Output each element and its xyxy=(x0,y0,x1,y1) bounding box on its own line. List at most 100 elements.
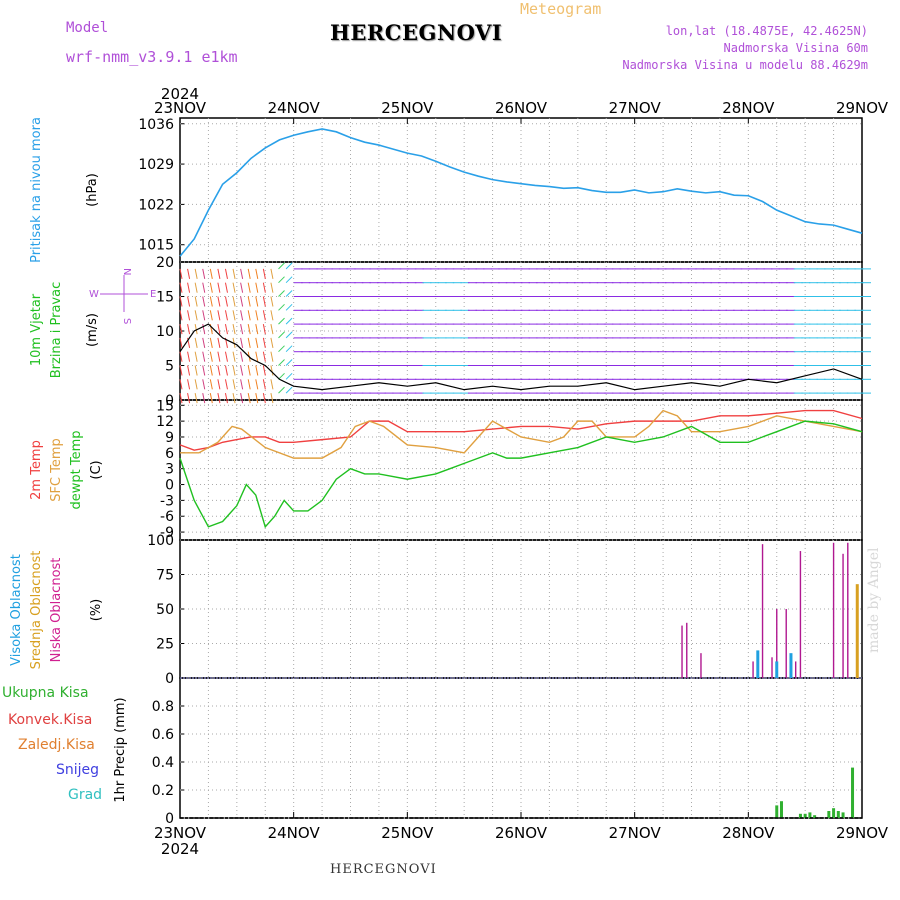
cloud-bar xyxy=(686,622,688,678)
wind-barb xyxy=(285,331,293,339)
cloud-bar xyxy=(776,609,778,678)
wind-barb xyxy=(262,296,266,307)
wind-barb xyxy=(255,268,259,279)
wind-barb xyxy=(255,393,259,404)
wind-barb xyxy=(179,282,183,293)
cloud-axis-title-high: Visoka Oblacnost xyxy=(9,554,24,666)
precip-axis-title: 1hr Precip (mm) xyxy=(113,697,128,802)
precip-bar xyxy=(841,812,845,818)
wind-barb xyxy=(187,393,191,404)
temp-line-0 xyxy=(179,409,863,451)
precip-bar xyxy=(813,815,817,818)
wind-barb xyxy=(247,337,251,348)
cloud-bar xyxy=(789,653,793,678)
wind-barb xyxy=(270,310,274,321)
x-tick-label-bottom: 24NOV xyxy=(268,824,321,842)
wind-barb xyxy=(247,324,251,335)
x-tick-label-top: 26NOV xyxy=(495,99,548,117)
wind-barb xyxy=(187,296,191,307)
wind-barb xyxy=(224,324,228,335)
wind-barb xyxy=(247,296,251,307)
wind-barb xyxy=(255,310,259,321)
wind-barb xyxy=(217,324,221,335)
wind-barb xyxy=(194,268,198,279)
wind-barb xyxy=(209,268,213,279)
pressure-line xyxy=(179,128,863,257)
wind-barb xyxy=(285,317,293,325)
wind-barb xyxy=(240,365,244,376)
y-tick-label: 0 xyxy=(165,393,174,409)
y-tick-label: 15 xyxy=(156,290,174,306)
wind-barb xyxy=(187,282,191,293)
wind-barb xyxy=(247,393,251,404)
y-tick-label: 1022 xyxy=(138,197,174,213)
wind-barb xyxy=(209,310,213,321)
precip-bar xyxy=(775,805,779,818)
y-tick-label: 1036 xyxy=(138,117,174,133)
precip-legend-item: Grad xyxy=(68,787,102,803)
cloud-axis-title-low: Niska Oblacnost xyxy=(49,558,64,663)
y-tick-label: 0 xyxy=(165,811,174,827)
cloud-bar xyxy=(752,661,754,678)
wind-barb xyxy=(217,365,221,376)
y-tick-label: 6 xyxy=(165,446,174,462)
x-tick-label-top: 29NOV xyxy=(836,99,889,117)
temp-axis-title-dewpt: dewpt Temp xyxy=(69,430,84,509)
wind-barb xyxy=(240,282,244,293)
wind-barb xyxy=(194,337,198,348)
wind-barb xyxy=(247,365,251,376)
wind-barb xyxy=(240,379,244,390)
wind-barb xyxy=(187,379,191,390)
temp-line-1 xyxy=(180,409,863,459)
wind-barb xyxy=(194,296,198,307)
wind-barb xyxy=(270,351,274,362)
wind-barb xyxy=(202,282,206,293)
wind-barb xyxy=(179,296,183,307)
cloud-bar xyxy=(681,625,683,678)
wind-barb xyxy=(202,310,206,321)
wind-barb xyxy=(278,386,285,394)
wind-barb xyxy=(232,324,236,335)
wind-barb xyxy=(187,310,191,321)
wind-barb xyxy=(179,324,183,335)
wind-barb xyxy=(217,296,221,307)
wind-barb xyxy=(232,365,236,376)
wind-barb xyxy=(278,372,285,380)
wind-barb xyxy=(278,276,285,284)
x-tick-label-top: 25NOV xyxy=(381,99,434,117)
wind-axis-title-2: Brzina i Pravac xyxy=(49,282,64,379)
wind-barb xyxy=(270,296,274,307)
y-tick-label: 5 xyxy=(165,359,174,375)
precip-bar xyxy=(798,813,802,818)
station-title: HERCEGNOVI xyxy=(330,20,503,45)
wind-barb xyxy=(262,282,266,293)
wind-barb xyxy=(224,379,228,390)
model-name: wrf-nmm_v3.9.1 e1km xyxy=(66,48,238,66)
temp-axis-title-2m: 2m Temp xyxy=(29,440,44,500)
wind-barb xyxy=(285,262,293,270)
y-tick-label: -9 xyxy=(160,525,174,541)
wind-barb xyxy=(270,393,274,404)
wind-barb xyxy=(179,351,183,362)
wind-barb xyxy=(224,365,228,376)
wind-barb xyxy=(187,351,191,362)
x-tick-label-bottom: 25NOV xyxy=(381,824,434,842)
x-tick-label-top: 23NOV xyxy=(154,99,207,117)
wind-barb xyxy=(262,310,266,321)
y-tick-label: 1015 xyxy=(138,238,174,254)
wind-barb xyxy=(240,351,244,362)
wind-barb xyxy=(194,310,198,321)
wind-barb xyxy=(232,393,236,404)
wind-barb xyxy=(224,282,228,293)
wind-barb xyxy=(224,296,228,307)
temp-line-2 xyxy=(179,420,863,529)
y-tick-label: 0.2 xyxy=(152,783,174,799)
wind-barb xyxy=(187,324,191,335)
wind-barb xyxy=(217,268,221,279)
wind-barb xyxy=(270,337,274,348)
wind-barb xyxy=(247,268,251,279)
model-elevation-info: Nadmorska Visina u modelu 88.4629m xyxy=(622,58,868,72)
wind-barb xyxy=(255,337,259,348)
wind-barb xyxy=(255,379,259,390)
wind-barb xyxy=(255,351,259,362)
